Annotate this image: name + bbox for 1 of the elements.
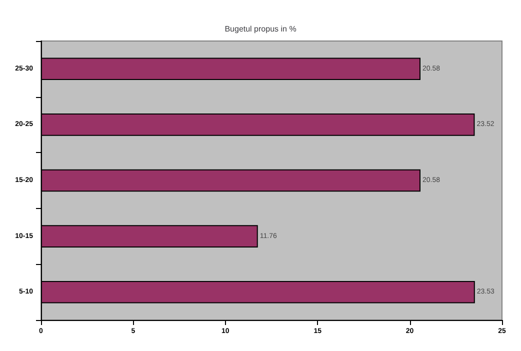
chart-title: Bugetul propus in %: [224, 24, 296, 34]
